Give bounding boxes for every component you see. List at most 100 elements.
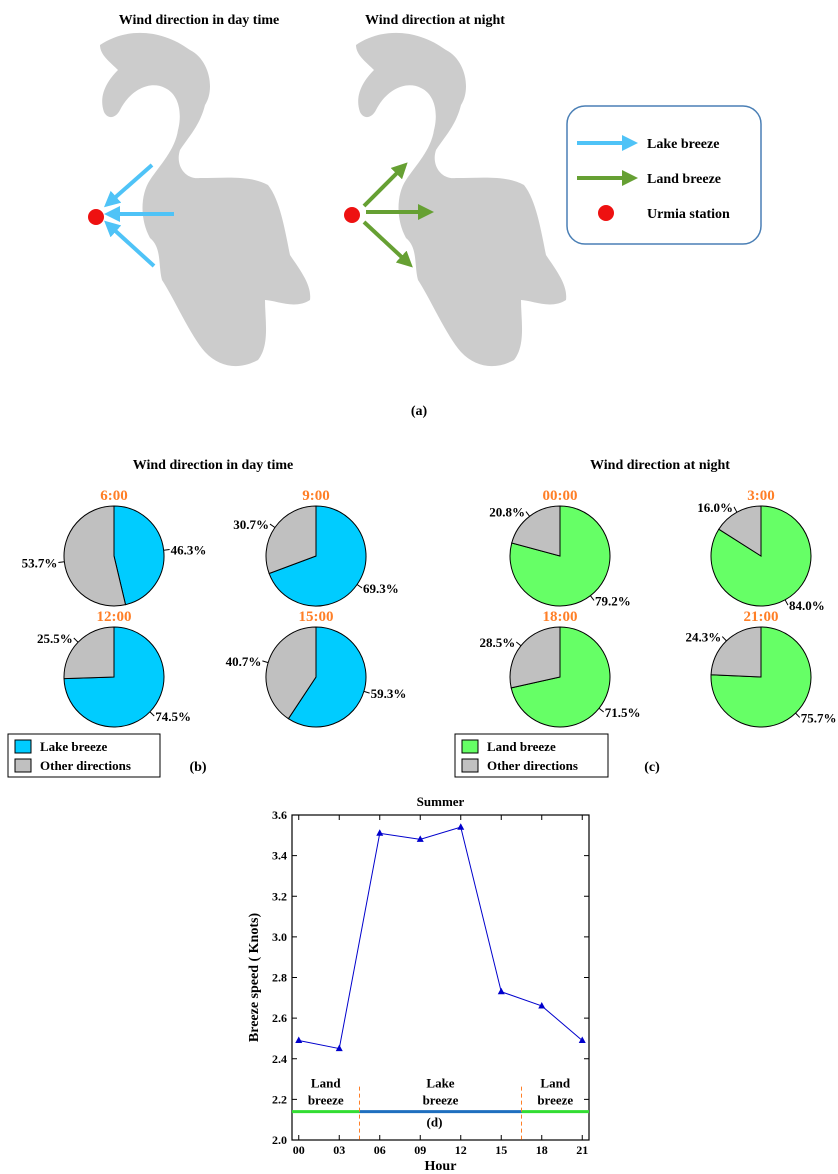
pie-slice-main [510, 626, 611, 728]
breeze-period-label: Land [540, 1076, 570, 1091]
breeze-period-label: breeze [423, 1093, 459, 1108]
panel-b-title: Wind direction in day time [133, 458, 294, 473]
legend-label-other: Other directions [487, 758, 578, 773]
pie-hour-label: 21:00 [744, 609, 779, 625]
pie-percent-label: 24.3% [686, 630, 722, 645]
pie-slice-other [509, 626, 561, 689]
pie-percent-label: 59.3% [371, 686, 407, 701]
panel-a-label: (a) [411, 404, 428, 419]
breeze-period-label: Land [311, 1076, 341, 1091]
pie-label-leader [269, 523, 276, 528]
x-axis-label: Hour [425, 1159, 457, 1174]
pie-label-leader [733, 506, 738, 513]
pie-hour-label: 00:00 [543, 488, 578, 504]
data-point-marker [578, 1036, 586, 1043]
y-axis-label: Breeze speed ( Knots) [247, 913, 262, 1043]
data-point-marker [497, 987, 505, 995]
pie-label-leader [149, 711, 155, 717]
legend-swatch-land [461, 739, 479, 754]
pie-slice-other [63, 505, 127, 607]
pie-slice-main [268, 505, 367, 607]
pie-label-leader [784, 599, 789, 606]
pie-percent-label: 16.0% [697, 500, 733, 515]
pie-slice-other [718, 505, 762, 557]
urmia-station-marker [88, 209, 104, 225]
legend-swatch-other [461, 758, 479, 773]
pie-slice-other [63, 626, 115, 680]
breeze-period-label: breeze [537, 1093, 573, 1108]
pie-percent-label: 53.7% [22, 555, 58, 570]
pie-hour-label: 6:00 [100, 488, 128, 504]
pie-label-leader [721, 636, 727, 642]
pie-label-leader [515, 641, 522, 647]
pie-label-leader [363, 690, 370, 694]
x-tick-label: 00 [293, 1143, 305, 1157]
pie-percent-label: 75.7% [801, 710, 837, 725]
x-tick-label: 06 [374, 1143, 386, 1157]
lake-breeze-arrow [103, 163, 154, 208]
pie-label-leader [73, 637, 79, 643]
y-tick-label: 2.4 [272, 1052, 287, 1066]
pie-hour-label: 15:00 [299, 609, 334, 625]
pie-slice-other [265, 626, 317, 720]
x-tick-label: 09 [414, 1143, 426, 1157]
y-tick-label: 2.6 [272, 1011, 287, 1025]
pie-label-leader [163, 549, 170, 551]
panel-a: Wind direction in day time Wind directio… [88, 13, 762, 419]
legend-label-land: Land breeze [487, 739, 556, 754]
pie-hour-label: 3:00 [747, 488, 775, 504]
y-tick-label: 2.2 [272, 1092, 287, 1106]
panel-b-label: (b) [189, 760, 206, 775]
urmia-station-marker [344, 207, 360, 223]
data-point-marker [416, 835, 424, 842]
series-line [298, 826, 583, 1050]
panel-a-title-day: Wind direction in day time [119, 13, 280, 28]
y-tick-label: 3.2 [272, 889, 287, 903]
x-tick-label: 12 [455, 1143, 467, 1157]
pie-group-day: 6:00 46.3% 53.7% 9:00 69.3% 30.7% 12:00 74.5% 25… [22, 488, 407, 728]
legend-land-label: Land breeze [647, 172, 721, 187]
pie-percent-label: 20.8% [489, 505, 525, 520]
panel-a-title-night: Wind direction at night [365, 13, 505, 28]
y-tick-label: 2.8 [272, 971, 287, 985]
land-breeze-arrow [362, 162, 408, 208]
x-tick-label: 03 [333, 1143, 345, 1157]
pie-slice-main [710, 626, 812, 728]
panel-c: Wind direction at night 00:00 79.2% 20.8% 3… [454, 458, 837, 778]
legend-station-label: Urmia station [647, 207, 730, 222]
breeze-speed-line-chart: Summer 2.0 2.2 2.4 2.6 2.8 3.0 3.2 3.4 3.6 00 03 06 0… [247, 794, 590, 1174]
legend-station-marker [598, 205, 614, 221]
pie-legend-day [7, 733, 161, 778]
pie-percent-label: 28.5% [480, 635, 516, 650]
pie-percent-label: 46.3% [171, 543, 207, 558]
pie-hour-label: 12:00 [97, 609, 132, 625]
data-point-marker [538, 1001, 546, 1009]
pie-hour-label: 9:00 [302, 488, 330, 504]
y-tick-label: 2.0 [272, 1133, 287, 1147]
data-point-marker [457, 823, 465, 830]
lake-map-day [100, 32, 311, 367]
lake-breeze-arrow [104, 220, 156, 268]
breeze-period-label: breeze [308, 1093, 344, 1108]
chart-title: Summer [417, 794, 465, 809]
legend-swatch-lake [14, 739, 32, 754]
pie-percent-label: 71.5% [605, 705, 641, 720]
pie-percent-label: 25.5% [37, 631, 73, 646]
pie-percent-label: 79.2% [595, 593, 631, 608]
data-point-marker [295, 1036, 303, 1043]
x-tick-label: 21 [576, 1143, 588, 1157]
pie-label-leader [598, 707, 605, 713]
y-tick-label: 3.6 [272, 808, 287, 822]
pie-label-leader [356, 584, 363, 589]
panel-c-title: Wind direction at night [590, 458, 730, 473]
pie-percent-label: 84.0% [789, 598, 825, 613]
pie-slice-other [265, 505, 317, 575]
pie-label-leader [262, 660, 269, 664]
pie-percent-label: 74.5% [155, 709, 191, 724]
pie-label-leader [525, 511, 531, 517]
breeze-period-label: Lake [426, 1076, 454, 1091]
y-tick-label: 3.4 [272, 849, 287, 863]
legend-swatch-other [14, 758, 32, 773]
pie-percent-label: 30.7% [233, 517, 269, 532]
